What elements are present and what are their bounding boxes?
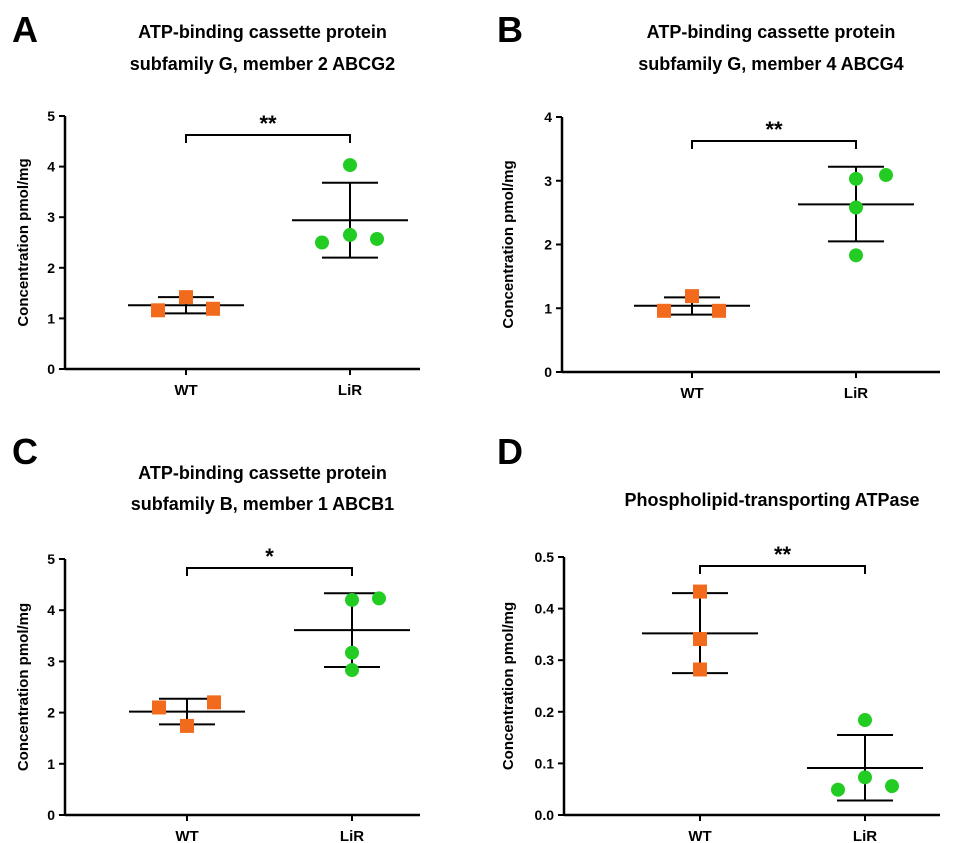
data-point-circle [849,171,863,186]
significance-label: ** [259,111,277,136]
y-tick-label: 0.4 [535,601,555,617]
y-tick-label: 2 [47,260,55,276]
y-tick-label: 0 [544,364,552,380]
y-tick-label: 1 [47,756,55,772]
data-point-square [693,662,707,677]
x-tick-label: WT [688,828,711,843]
data-point-square [152,700,166,715]
x-tick-label: LiR [338,382,362,399]
x-tick-label: WT [680,385,703,402]
data-point-circle [372,591,386,606]
chart-svg-b: B ATP-binding cassette protein subfamily G… [497,9,940,402]
data-point-square [693,584,707,599]
y-axis-label: Concentration pmol/mg [500,160,517,328]
significance-bracket [699,565,866,574]
y-tick-label: 4 [544,109,552,125]
y-axis-label: Concentration pmol/mg [15,603,32,771]
panel-a: A ATP-binding cassette protein subfamily G… [0,0,484,421]
data-point-square [685,289,699,304]
chart-svg-c: C ATP-binding cassette protein subfamily B… [12,431,420,843]
y-tick-label: 0.5 [535,549,555,565]
chart-title-line: subfamily B, member 1 ABCB1 [131,494,394,514]
data-point-circle [343,158,357,173]
significance-bracket [185,134,351,143]
data-point-square [693,632,707,647]
y-tick-label: 3 [47,653,55,669]
y-tick-label: 0.1 [535,755,555,771]
chart-title-line: Phospholipid-transporting ATPase [624,490,919,510]
chart-title-line: ATP-binding cassette protein [647,22,896,42]
data-point-square [657,303,671,318]
x-tick-label: WT [174,382,197,399]
y-axis-label: Concentration pmol/mg [500,602,517,770]
y-tick-label: 3 [544,173,552,189]
significance-label: * [265,544,274,569]
data-point-square [206,301,220,316]
data-point-circle [858,770,872,785]
y-tick-label: 0.3 [535,652,555,668]
y-tick-label: 0 [47,807,55,823]
x-tick-label: LiR [844,385,868,402]
data-point-circle [343,227,357,242]
significance-bracket [186,567,353,576]
x-tick-label: LiR [340,828,364,843]
y-tick-label: 0.2 [535,704,555,720]
data-point-circle [831,782,845,797]
data-point-square [207,695,221,710]
data-point-circle [879,168,893,183]
data-point-square [712,303,726,318]
y-tick-label: 1 [544,300,552,316]
panel-letter: D [497,431,523,472]
data-point-circle [885,779,899,794]
chart-title-line: subfamily G, member 4 ABCG4 [638,54,903,74]
y-tick-label: 2 [47,705,55,721]
y-tick-label: 0 [47,361,55,377]
y-tick-label: 3 [47,209,55,225]
data-point-circle [315,235,329,250]
data-point-circle [858,713,872,728]
panel-letter: C [12,431,38,472]
data-point-circle [345,663,359,678]
significance-bracket [691,140,857,149]
x-tick-label: LiR [853,828,877,843]
chart-title-line: subfamily G, member 2 ABCG2 [130,54,395,74]
chart-svg-a: A ATP-binding cassette protein subfamily G… [12,9,420,399]
panel-b: B ATP-binding cassette protein subfamily G… [485,0,969,421]
chart-title-line: ATP-binding cassette protein [138,22,387,42]
significance-label: ** [774,542,792,567]
data-point-circle [345,645,359,660]
chart-svg-d: D Phospholipid-transporting ATPase 0.0 0.1 0… [497,431,940,843]
y-tick-label: 5 [47,551,55,567]
significance-label: ** [765,117,783,142]
panel-letter: B [497,9,523,50]
y-tick-label: 2 [544,237,552,253]
data-point-square [179,290,193,305]
x-tick-label: WT [175,828,198,843]
y-axis-label: Concentration pmol/mg [15,158,32,326]
data-point-circle [370,231,384,246]
y-tick-label: 4 [47,159,55,175]
data-point-circle [849,200,863,215]
panel-c: C ATP-binding cassette protein subfamily B… [0,422,484,843]
y-tick-label: 0.0 [535,807,555,823]
y-tick-label: 5 [47,108,55,124]
data-point-square [180,718,194,733]
data-point-square [151,303,165,318]
chart-title-line: ATP-binding cassette protein [138,463,387,483]
data-point-circle [345,592,359,607]
y-tick-label: 4 [47,602,55,618]
y-tick-label: 1 [47,310,55,326]
panel-letter: A [12,9,38,50]
data-point-circle [849,248,863,263]
panel-d: D Phospholipid-transporting ATPase 0.0 0.1 0… [485,422,969,843]
